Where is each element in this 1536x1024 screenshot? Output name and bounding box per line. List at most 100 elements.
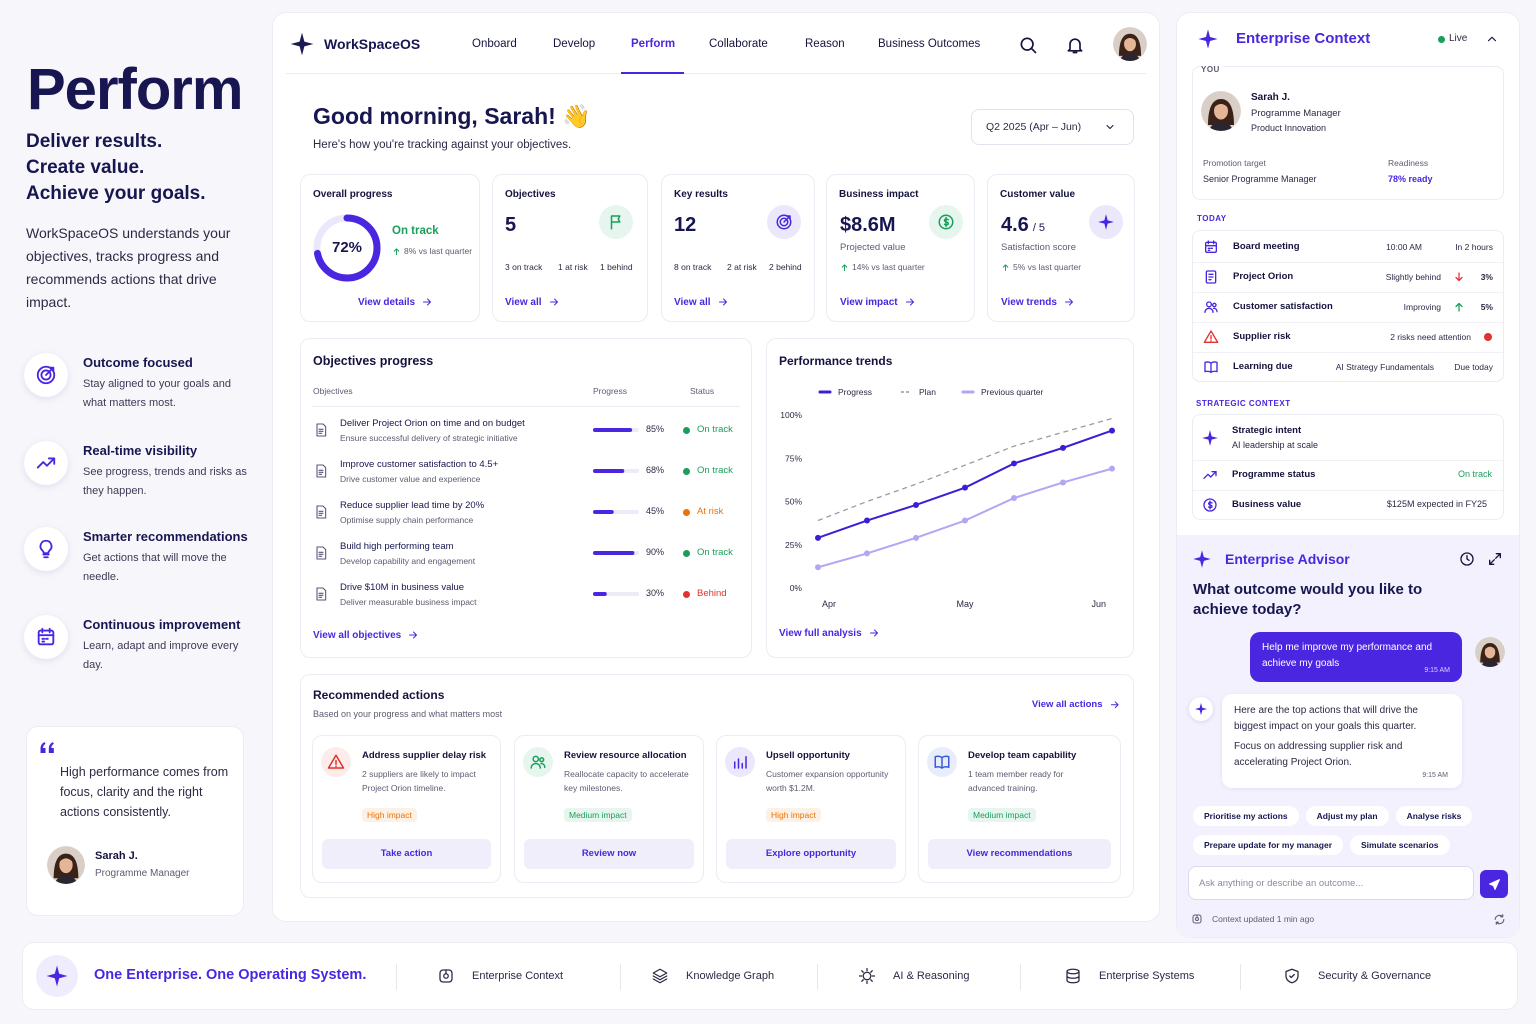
chip[interactable]: Prepare update for my manager xyxy=(1193,835,1344,855)
nav-item[interactable]: Develop xyxy=(553,38,596,50)
action-title: Address supplier delay risk xyxy=(362,750,487,761)
kpi-stat: 3 on track xyxy=(505,262,543,272)
action-button[interactable]: Explore opportunity xyxy=(726,839,896,869)
objective-name: Build high performing team xyxy=(340,541,454,552)
link-arrow xyxy=(549,298,558,306)
feature-icon-bg xyxy=(24,441,68,485)
action-button[interactable]: Take action xyxy=(322,839,491,869)
change-text: 5% vs last quarter xyxy=(1013,262,1082,272)
chip[interactable]: Simulate scenarios xyxy=(1350,835,1450,855)
objective-desc: Deliver measurable business impact xyxy=(340,597,477,607)
icon-shape xyxy=(1455,302,1463,312)
actions-link[interactable]: View all actions xyxy=(1032,699,1120,711)
link-arrow xyxy=(1110,701,1119,709)
period-select[interactable] xyxy=(971,109,1134,145)
action-icon xyxy=(934,755,950,769)
icon-shape xyxy=(290,32,314,56)
link-text: View details xyxy=(358,296,416,308)
feature-icon xyxy=(36,365,56,385)
kpi-value: 12 xyxy=(674,214,697,236)
progress-label: 45% xyxy=(646,506,665,516)
hero-title: Perform xyxy=(27,57,243,122)
objective-icon xyxy=(316,505,327,519)
icon-shape xyxy=(1209,122,1233,131)
action-button[interactable]: Review now xyxy=(524,839,694,869)
quote-card xyxy=(26,726,244,916)
row-divider xyxy=(1193,460,1503,461)
icon-shape xyxy=(1066,970,1080,984)
icon-shape xyxy=(539,757,545,763)
icon-shape xyxy=(316,587,327,601)
section-label: STRATEGIC CONTEXT xyxy=(1196,399,1291,408)
action-title: Review resource allocation xyxy=(564,750,687,761)
icon-shape xyxy=(1484,643,1496,651)
action-icon-bg xyxy=(523,747,553,777)
promotion-value: Senior Programme Manager xyxy=(1203,174,1317,184)
chip[interactable]: Adjust my plan xyxy=(1305,806,1389,826)
nav-item[interactable]: Business Outcomes xyxy=(878,38,981,50)
icon-shape xyxy=(318,428,324,434)
action-text: 1 team member ready for advanced trainin… xyxy=(968,769,1064,793)
kpi-link[interactable]: View impact xyxy=(840,296,916,308)
change-arrow xyxy=(841,263,848,271)
icon-shape xyxy=(37,627,55,643)
live-dot xyxy=(1437,35,1445,43)
nav-item[interactable]: Onboard xyxy=(472,38,517,50)
objectives-title: Objectives progress xyxy=(313,354,434,368)
objectives-card xyxy=(300,338,752,658)
icon-shape xyxy=(1203,330,1219,343)
today-card xyxy=(1192,230,1504,382)
icon-shape xyxy=(1205,270,1217,284)
kpi-link[interactable]: View all xyxy=(505,296,560,308)
nav-item[interactable]: Reason xyxy=(805,38,845,50)
kpi-link[interactable]: View all xyxy=(674,296,729,308)
chip[interactable]: Analyse risks xyxy=(1395,806,1473,826)
kpi-donut-label: 72% xyxy=(332,239,363,256)
bot-paragraph: Here are the top actions that will drive… xyxy=(1234,705,1418,732)
brand: WorkSpaceOS xyxy=(324,36,421,52)
chips: Prioritise my actions Adjust my plan Analy… xyxy=(1193,806,1493,855)
icon-shape xyxy=(1285,968,1299,984)
today-title: Customer satisfaction xyxy=(1233,301,1333,312)
person-name: Sarah J. xyxy=(1251,92,1290,103)
live-label: Live xyxy=(1449,33,1468,44)
icon-shape xyxy=(1213,307,1218,313)
strategic-icon xyxy=(1203,498,1217,512)
message-input[interactable] xyxy=(1188,866,1474,900)
context-status-icon xyxy=(1192,914,1202,924)
icon-shape xyxy=(318,592,324,598)
row-divider xyxy=(1193,322,1503,323)
footer xyxy=(22,942,1518,1010)
icon-shape xyxy=(652,968,668,978)
icon-shape xyxy=(1002,263,1009,271)
link-text: View impact xyxy=(840,296,898,308)
kpi-link[interactable]: View details xyxy=(358,296,433,308)
objectives-link[interactable]: View all objectives xyxy=(313,629,419,641)
icon-shape xyxy=(610,215,621,230)
icon-shape xyxy=(318,469,324,475)
column-header: Objectives xyxy=(313,386,353,396)
nav-item[interactable]: Perform xyxy=(631,38,676,50)
indicator-dot xyxy=(1484,333,1492,341)
feature-icon-bg xyxy=(24,615,68,659)
chart-link[interactable]: View full analysis xyxy=(779,627,880,639)
collapse-chevron xyxy=(1487,36,1497,42)
icon-shape xyxy=(1194,702,1208,716)
kpi-value: $8.6M xyxy=(840,214,896,236)
chip[interactable]: Prioritise my actions xyxy=(1193,806,1299,826)
icon-shape xyxy=(1289,973,1295,979)
icon-shape xyxy=(1208,273,1214,281)
kpi-stat: 8 on track xyxy=(674,262,712,272)
kpi-status: On track xyxy=(392,225,439,237)
kpi-link[interactable]: View trends xyxy=(1001,296,1075,308)
status-dot xyxy=(682,549,690,557)
footer-icon xyxy=(652,968,668,984)
trends-card xyxy=(766,338,1134,658)
footer-item: AI & Reasoning xyxy=(893,970,970,982)
link-arrow xyxy=(869,629,878,637)
status-text: On track xyxy=(697,547,733,558)
section-label: TODAY xyxy=(1197,214,1227,223)
nav-item[interactable]: Collaborate xyxy=(709,38,768,50)
action-button[interactable]: View recommendations xyxy=(928,839,1111,869)
kpi-icon xyxy=(776,214,792,230)
